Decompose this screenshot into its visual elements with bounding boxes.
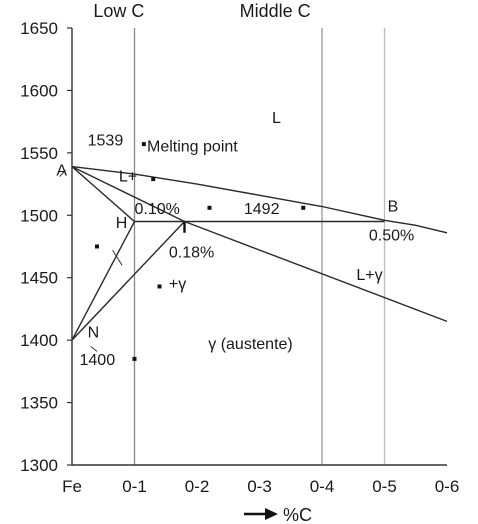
annotation: 0.50% xyxy=(369,227,414,244)
annotation: B xyxy=(388,199,399,216)
y-tick-label: 1350 xyxy=(20,394,58,413)
point-marker xyxy=(207,205,212,210)
series-line-4 xyxy=(71,221,186,341)
y-tick-label: 1500 xyxy=(20,206,58,225)
point-marker xyxy=(141,142,146,147)
x-tick-label: Fe xyxy=(62,477,82,496)
annotation: L xyxy=(272,110,281,127)
x-axis-label: %C xyxy=(283,505,312,524)
x-tick-label: 0-1 xyxy=(122,477,147,496)
y-tick-label: 1300 xyxy=(20,456,58,475)
y-tick-label: 1450 xyxy=(20,269,58,288)
pointer-arrow xyxy=(59,169,67,177)
y-tick-label: 1550 xyxy=(20,144,58,163)
annotation: L+γ xyxy=(356,267,382,284)
region-header: Middle C xyxy=(240,1,311,21)
x-tick-label: 0-3 xyxy=(247,477,272,496)
annotation: 0.10% xyxy=(135,201,180,218)
x-tick-label: 0-5 xyxy=(372,477,397,496)
series-line-3 xyxy=(184,220,448,323)
y-tick-label: 1400 xyxy=(20,331,58,350)
region-header: Low C xyxy=(93,1,144,21)
point-marker xyxy=(151,177,156,182)
point-marker xyxy=(301,205,306,210)
annotation: 1539 xyxy=(88,132,124,149)
y-tick-label: 1650 xyxy=(20,19,58,38)
x-tick-label: 0-2 xyxy=(185,477,210,496)
arrow-head-icon xyxy=(265,508,278,520)
annotations: L 1539 Melting point A L+ 0.10% 1492 B H 0.50% 0.1… xyxy=(56,110,414,369)
x-tick-label: 0-4 xyxy=(310,477,335,496)
annotation: L+ xyxy=(119,169,137,186)
annotation: +γ xyxy=(169,276,186,293)
annotation: 1400 xyxy=(80,352,116,369)
annotation: 1492 xyxy=(244,201,280,218)
point-marker xyxy=(95,244,99,249)
annotation: N xyxy=(88,325,100,342)
series-line-2 xyxy=(71,165,185,223)
axes xyxy=(71,28,447,466)
series-group xyxy=(71,165,448,341)
annotation: H xyxy=(116,215,128,232)
region-headers: Low C Middle C xyxy=(93,1,310,21)
markers xyxy=(95,142,306,361)
annotation: A xyxy=(56,162,67,179)
y-tick-labels: 1300 1350 1400 1450 1500 1550 1600 1650 xyxy=(20,19,72,475)
x-axis-label-group: %C xyxy=(244,505,312,524)
series-line-5 xyxy=(71,221,136,341)
point-marker xyxy=(132,356,137,361)
annotation: γ (austente) xyxy=(208,336,292,353)
annotation: Melting point xyxy=(147,139,238,156)
vertical-guide-lines xyxy=(133,28,386,465)
y-tick-label: 1600 xyxy=(20,81,58,100)
x-tick-labels: Fe 0-1 0-2 0-3 0-4 0-5 0-6 xyxy=(62,477,459,496)
pointer-arrow xyxy=(90,345,98,352)
annotation: 0.18% xyxy=(169,245,214,262)
series-line-0 xyxy=(71,165,448,234)
point-marker xyxy=(157,284,162,289)
x-tick-label: 0-6 xyxy=(435,477,460,496)
pointer-arrow xyxy=(112,249,123,266)
